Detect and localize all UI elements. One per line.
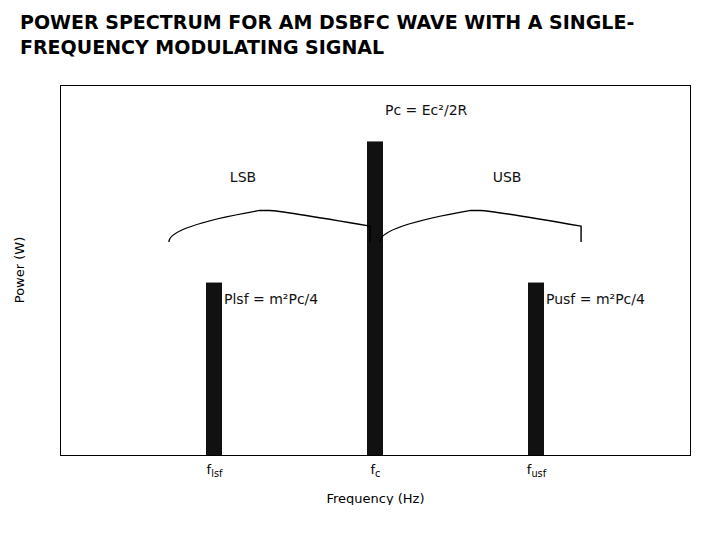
svg-text:flsf: flsf — [207, 462, 223, 479]
svg-text:USB: USB — [493, 170, 522, 186]
html-text:POWER SPECTRUM FOR AM DSBFC WA: POWER SPECTRUM FOR AM DSBFC WAVE WITH A … — [20, 11, 635, 58]
svg-text:fc: fc — [371, 462, 381, 479]
svg-text:Power (W): Power (W) — [12, 237, 27, 303]
svg-text:Pc = Ec²/2R: Pc = Ec²/2R — [385, 102, 468, 118]
svg-text:Frequency (Hz): Frequency (Hz) — [326, 491, 424, 506]
svg-text:fusf: fusf — [527, 462, 547, 479]
svg-text:Pusf = m²Pc/4: Pusf = m²Pc/4 — [546, 291, 645, 307]
svg-text:Plsf = m²Pc/4: Plsf = m²Pc/4 — [224, 291, 318, 307]
svg-text:LSB: LSB — [230, 170, 256, 186]
